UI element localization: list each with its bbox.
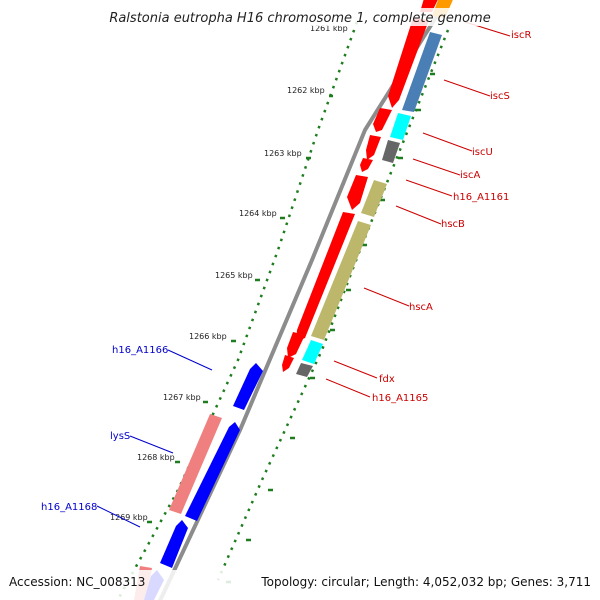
gene-fdx-block[interactable] <box>302 340 323 364</box>
forward-genes <box>282 0 438 372</box>
forward-gene-labels: iscR iscS iscU iscA h16_A1161 hscB hscA … <box>372 30 531 404</box>
tick-label-1268: 1268 kbp <box>137 453 175 462</box>
gene-hscA-block[interactable] <box>311 221 371 340</box>
title-backdrop <box>96 8 504 26</box>
gene-label-iscS[interactable]: iscS <box>490 91 510 102</box>
gene-label-fdx[interactable]: fdx <box>379 374 395 385</box>
gene-iscU-block[interactable] <box>390 113 411 140</box>
gene-hscA-arrow[interactable] <box>296 212 355 342</box>
gene-label-hscA[interactable]: hscA <box>409 302 433 313</box>
tick-track-left <box>116 21 359 600</box>
gene-h16_A1161-arrow[interactable] <box>360 158 373 172</box>
footer-backdrop <box>0 570 600 600</box>
gene-lysS-arrow[interactable] <box>185 422 240 521</box>
gene-h16_A1165-arrow[interactable] <box>282 355 294 372</box>
tick-label-1262: 1262 kbp <box>287 86 325 95</box>
gene-iscU-arrow[interactable] <box>373 108 392 132</box>
tick-label-1267: 1267 kbp <box>163 393 201 402</box>
gene-h16_A1168-arrow[interactable] <box>160 520 188 568</box>
tick-label-partial: 1261 kbp <box>310 24 348 33</box>
reverse-leader-lines <box>96 349 213 528</box>
gene-label-iscU[interactable]: iscU <box>472 147 493 158</box>
gene-h16_A1166-arrow[interactable] <box>233 363 263 410</box>
tick-label-1269: 1269 kbp <box>110 513 148 522</box>
tick-label-1264: 1264 kbp <box>239 209 277 218</box>
gene-label-iscA[interactable]: iscA <box>460 170 480 181</box>
gene-iscS-block[interactable] <box>402 32 442 112</box>
reverse-gene-labels: h16_A1166 lysS h16_A1168 <box>41 345 168 513</box>
tick-marks-left <box>147 94 333 524</box>
gene-iscA-block[interactable] <box>382 140 400 163</box>
tick-label-1263: 1263 kbp <box>264 149 302 158</box>
gene-label-h16_A1165[interactable]: h16_A1165 <box>372 393 428 404</box>
tick-label-1265: 1265 kbp <box>215 271 253 280</box>
tick-track-right <box>216 29 450 581</box>
gene-iscS-arrow[interactable] <box>388 18 429 108</box>
gene-label-hscB[interactable]: hscB <box>441 219 465 230</box>
gene-label-h16_A1168[interactable]: h16_A1168 <box>41 502 97 513</box>
gene-h16_A1165-block[interactable] <box>296 363 313 377</box>
gene-lysS-block[interactable] <box>169 414 222 514</box>
accession-text: Accession: NC_008313 <box>9 575 145 589</box>
gene-label-h16_A1161[interactable]: h16_A1161 <box>453 192 509 203</box>
gene-label-iscR[interactable]: iscR <box>511 30 531 41</box>
gene-fdx-arrow[interactable] <box>287 332 305 358</box>
forward-leader-lines <box>325 21 511 398</box>
gene-hscB-block[interactable] <box>361 180 387 217</box>
gene-label-lysS[interactable]: lysS <box>110 431 130 442</box>
gene-hscB-arrow[interactable] <box>347 175 368 210</box>
gene-iscA-arrow[interactable] <box>366 135 381 160</box>
genome-summary-text: Topology: circular; Length: 4,052,032 bp… <box>260 575 591 589</box>
tick-label-1266: 1266 kbp <box>189 332 227 341</box>
page-title: Ralstonia eutropha H16 chromosome 1, com… <box>109 11 490 26</box>
gene-label-h16_A1166[interactable]: h16_A1166 <box>112 345 168 356</box>
tick-marks-right <box>226 72 435 584</box>
